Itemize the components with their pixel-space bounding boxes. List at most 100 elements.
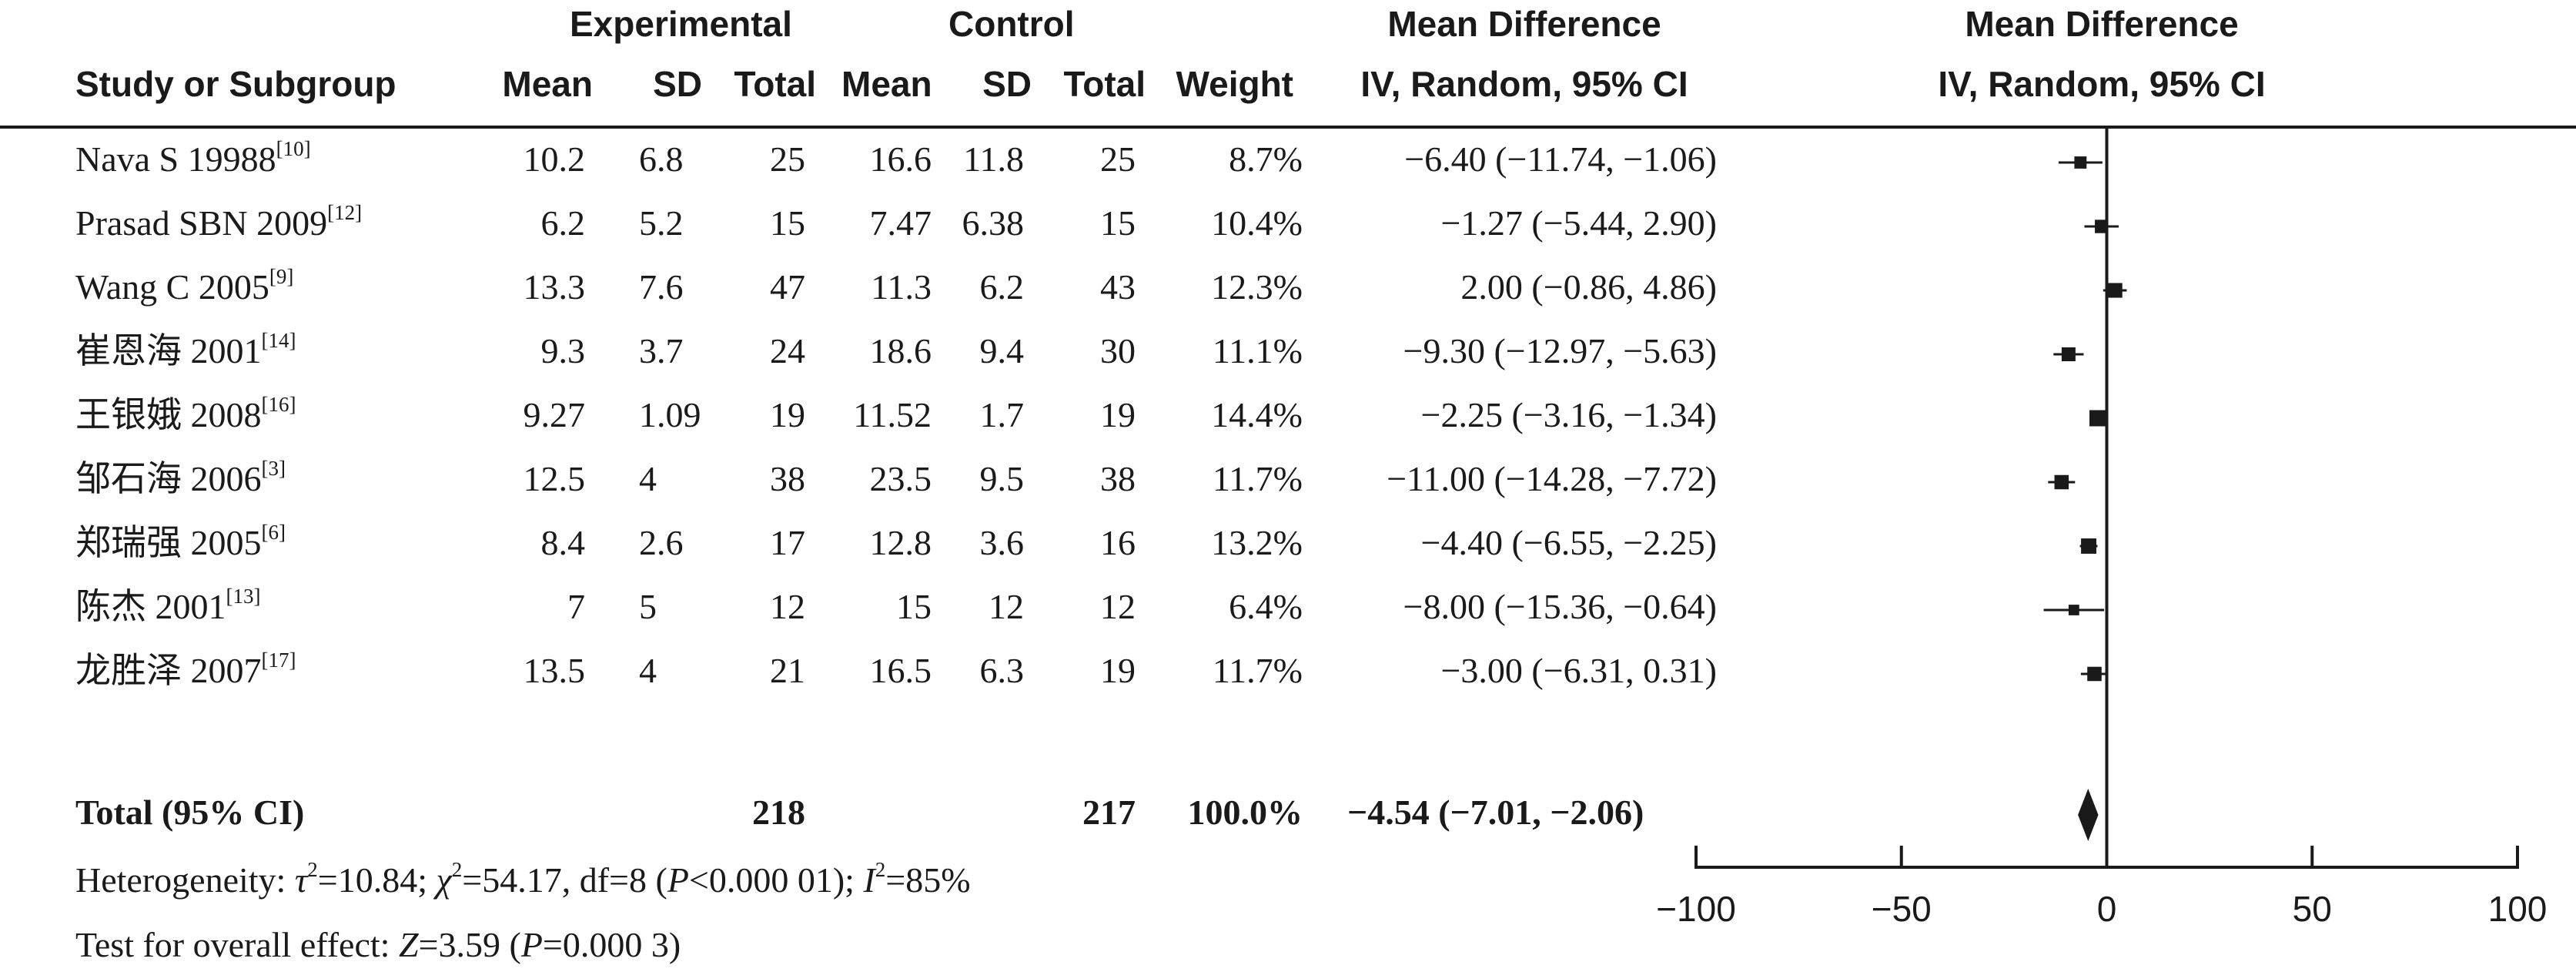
study-weight: 6.4%: [1229, 587, 1303, 626]
study-reference: [3]: [261, 457, 286, 480]
study-name: 崔恩海 2001[14]: [75, 330, 296, 369]
heterogeneity-text: Heterogeneity: τ2=10.84; χ2=54.17, df=8 …: [75, 860, 971, 900]
effect-square: [2095, 220, 2109, 233]
i-sup: 2: [875, 858, 886, 881]
study-ctl-total: 19: [1100, 395, 1136, 434]
study-exp-mean: 10.2: [523, 139, 586, 179]
study-ctl-sd: 6.3: [979, 651, 1025, 690]
study-weight: 11.7%: [1212, 459, 1303, 498]
study-ctl-sd: 1.7: [979, 395, 1025, 434]
z-value: =3.59 (: [418, 925, 521, 964]
header-method-col: IV, Random, 95% CI: [1360, 64, 1688, 104]
tau-sup: 2: [307, 858, 318, 881]
effect-square: [2061, 347, 2076, 361]
study-ci: −11.00 (−14.28, −7.72): [1387, 459, 1717, 498]
study-ctl-total: 19: [1100, 651, 1136, 690]
study-exp-sd: 7.6: [639, 267, 684, 307]
header-sd-exp: SD: [653, 64, 702, 104]
study-ctl-sd: 3.6: [979, 523, 1025, 562]
p2-value: =0.000 3): [542, 925, 681, 964]
study-ctl-total: 15: [1100, 203, 1136, 243]
effect-square: [2107, 283, 2123, 298]
study-ci: −1.27 (−5.44, 2.90): [1440, 203, 1717, 243]
study-ctl-total: 25: [1100, 139, 1136, 179]
x-tick-label: 0: [2097, 889, 2117, 929]
p1-symbol: P: [667, 860, 689, 900]
study-ci: −2.25 (−3.16, −1.34): [1420, 395, 1717, 434]
pooled-diamond: [2078, 789, 2099, 841]
study-ctl-mean: 23.5: [869, 459, 932, 498]
study-name-text: 郑瑞强 2005: [75, 523, 262, 562]
study-name: 郑瑞强 2005[6]: [75, 522, 286, 562]
study-ci: −3.00 (−6.31, 0.31): [1440, 651, 1717, 690]
study-exp-mean: 13.3: [523, 267, 586, 307]
study-weight: 8.7%: [1229, 139, 1303, 179]
study-reference: [9]: [269, 265, 294, 288]
study-exp-total: 19: [770, 395, 805, 434]
study-ctl-mean: 11.3: [871, 267, 932, 307]
study-reference: [16]: [261, 393, 296, 416]
study-name: 邹石海 2006[3]: [75, 458, 286, 498]
study-name: 王银娥 2008[16]: [75, 394, 296, 434]
study-exp-mean: 9.27: [523, 395, 586, 434]
study-reference: [10]: [276, 137, 311, 160]
header-weight: Weight: [1176, 64, 1293, 104]
p2-symbol: P: [520, 925, 543, 964]
study-exp-sd: 5: [639, 587, 657, 626]
study-exp-total: 12: [770, 587, 805, 626]
study-exp-sd: 5.2: [639, 203, 684, 243]
overall-effect-text: Test for overall effect: Z=3.59 (P=0.000…: [75, 927, 681, 963]
study-exp-total: 25: [770, 139, 805, 179]
study-name-text: 龙胜泽 2007: [75, 651, 262, 690]
study-name: Nava S 19988[10]: [75, 139, 311, 177]
header-sd-ctl: SD: [982, 64, 1032, 104]
study-ctl-mean: 7.47: [869, 203, 932, 243]
chi-sup: 2: [451, 858, 463, 881]
header-method-plot: IV, Random, 95% CI: [1938, 64, 2266, 104]
x-tick-label: 100: [2488, 889, 2548, 929]
study-exp-mean: 8.4: [540, 523, 586, 562]
study-ctl-sd: 6.38: [962, 203, 1025, 243]
header-mean-ctl: Mean: [841, 64, 932, 104]
study-ctl-total: 38: [1100, 459, 1136, 498]
header-total-exp: Total: [734, 64, 816, 104]
study-name-text: 王银娥 2008: [75, 395, 262, 434]
p1-value: <0.000 01);: [688, 860, 864, 900]
study-name-text: Wang C 2005: [75, 267, 269, 307]
study-exp-total: 38: [770, 459, 805, 498]
study-ctl-sd: 12: [989, 587, 1024, 626]
header-mean-difference-col: Mean Difference: [1387, 4, 1661, 44]
study-exp-total: 47: [770, 267, 805, 307]
study-exp-total: 15: [770, 203, 805, 243]
header-experimental: Experimental: [570, 4, 792, 44]
study-ci: −9.30 (−12.97, −5.63): [1403, 331, 1717, 370]
study-exp-sd: 4: [639, 459, 657, 498]
study-weight: 13.2%: [1211, 523, 1303, 562]
study-ctl-total: 12: [1100, 587, 1136, 626]
header-study: Study or Subgroup: [75, 64, 396, 104]
study-exp-total: 21: [770, 651, 805, 690]
study-reference: [12]: [327, 201, 363, 224]
study-ctl-mean: 16.6: [869, 139, 932, 179]
effect-square: [2089, 410, 2106, 427]
test-prefix: Test for overall effect:: [75, 925, 399, 964]
het-prefix: Heterogeneity:: [75, 860, 295, 900]
study-weight: 10.4%: [1211, 203, 1303, 243]
study-exp-mean: 9.3: [540, 331, 586, 370]
z-symbol: Z: [398, 925, 419, 964]
total-weight: 100.0%: [1187, 793, 1303, 832]
study-ci: −8.00 (−15.36, −0.64): [1403, 587, 1717, 626]
header-total-ctl: Total: [1063, 64, 1146, 104]
study-exp-sd: 4: [639, 651, 657, 690]
effect-square: [2068, 605, 2079, 615]
study-exp-mean: 12.5: [523, 459, 586, 498]
study-ctl-total: 43: [1100, 267, 1136, 307]
study-name-text: 陈杰 2001: [75, 587, 226, 626]
study-exp-sd: 1.09: [639, 395, 701, 434]
study-weight: 11.1%: [1212, 331, 1303, 370]
study-exp-mean: 13.5: [523, 651, 586, 690]
study-name-text: Prasad SBN 2009: [75, 203, 328, 243]
effect-square: [2081, 538, 2096, 554]
study-name-text: 邹石海 2006: [75, 459, 262, 498]
